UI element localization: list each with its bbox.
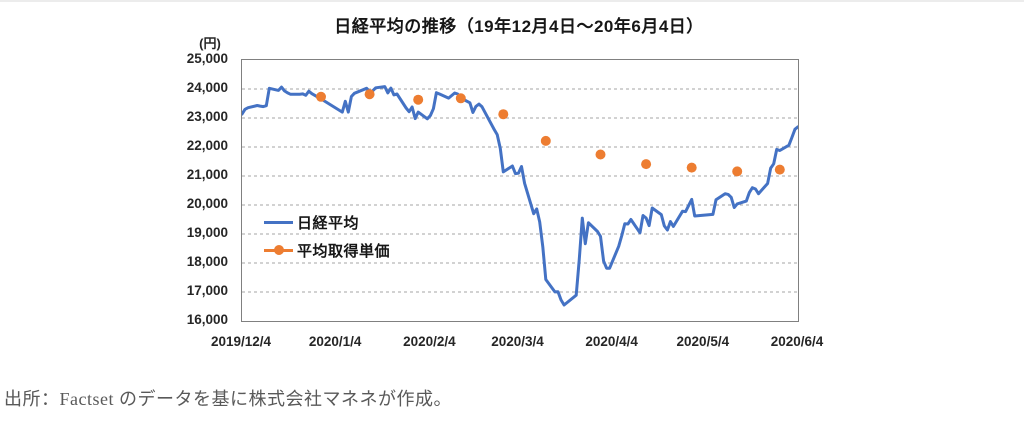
y-tick-label: 20,000 <box>186 196 228 211</box>
avg-cost-marker-swatch <box>273 245 284 255</box>
x-tick-label: 2020/5/4 <box>676 334 730 349</box>
y-tick-label: 19,000 <box>186 225 228 240</box>
x-tick-label: 2019/12/4 <box>210 334 272 349</box>
y-axis-unit-label: (円) <box>199 36 221 51</box>
plot-svg <box>242 85 798 307</box>
avg-cost-line-swatch <box>264 245 293 255</box>
y-tick-label: 18,000 <box>186 254 228 269</box>
legend: 日経平均 平均取得単価 <box>264 208 390 264</box>
legend-item-nikkei: 日経平均 <box>264 208 390 236</box>
legend-label-nikkei: 日経平均 <box>297 214 360 232</box>
top-divider <box>0 0 1024 2</box>
avg-cost-marker <box>686 162 697 173</box>
y-axis-tick-labels: 25,000 24,000 23,000 22,000 21,000 20,000 19,0… <box>0 0 228 430</box>
avg-cost-marker <box>498 109 509 120</box>
avg-cost-marker <box>774 164 785 175</box>
x-tick-label: 2020/3/4 <box>491 334 544 349</box>
y-tick-label: 17,000 <box>186 283 228 298</box>
x-tick-label: 2020/2/4 <box>403 334 456 349</box>
source-caption: 出所：Factset のデータを基に株式会社マネネが作成。 <box>4 389 452 409</box>
nikkei-line-swatch <box>264 220 293 224</box>
x-tick-label: 2020/1/4 <box>308 334 362 349</box>
legend-item-avg-cost: 平均取得単価 <box>264 236 390 264</box>
avg-cost-marker <box>364 89 375 100</box>
avg-cost-marker <box>455 93 466 104</box>
legend-label-avg-cost: 平均取得単価 <box>297 242 391 260</box>
nikkei-line-series <box>242 85 798 307</box>
y-tick-label: 23,000 <box>186 109 228 124</box>
y-tick-label: 22,000 <box>186 138 228 153</box>
y-tick-label: 24,000 <box>186 80 228 95</box>
avg-cost-marker <box>540 135 551 146</box>
y-tick-label: 21,000 <box>186 167 228 182</box>
plot-area: 日経平均 平均取得単価 <box>241 59 799 322</box>
avg-cost-marker <box>595 149 606 160</box>
avg-cost-marker <box>316 91 326 102</box>
x-tick-label: 2020/4/4 <box>585 334 638 349</box>
avg-cost-marker <box>732 166 743 177</box>
avg-cost-marker <box>641 159 652 170</box>
y-tick-label: 25,000 <box>186 51 228 66</box>
avg-cost-marker <box>413 94 424 105</box>
chart-title: 日経平均の推移（19年12月4日～20年6月4日） <box>334 17 704 36</box>
y-tick-label: 16,000 <box>186 312 228 327</box>
x-axis-tick-labels: 2019/12/4 2020/1/4 2020/2/4 2020/3/4 2020/4/… <box>0 334 1024 354</box>
x-tick-label: 2020/6/4 <box>770 334 824 349</box>
